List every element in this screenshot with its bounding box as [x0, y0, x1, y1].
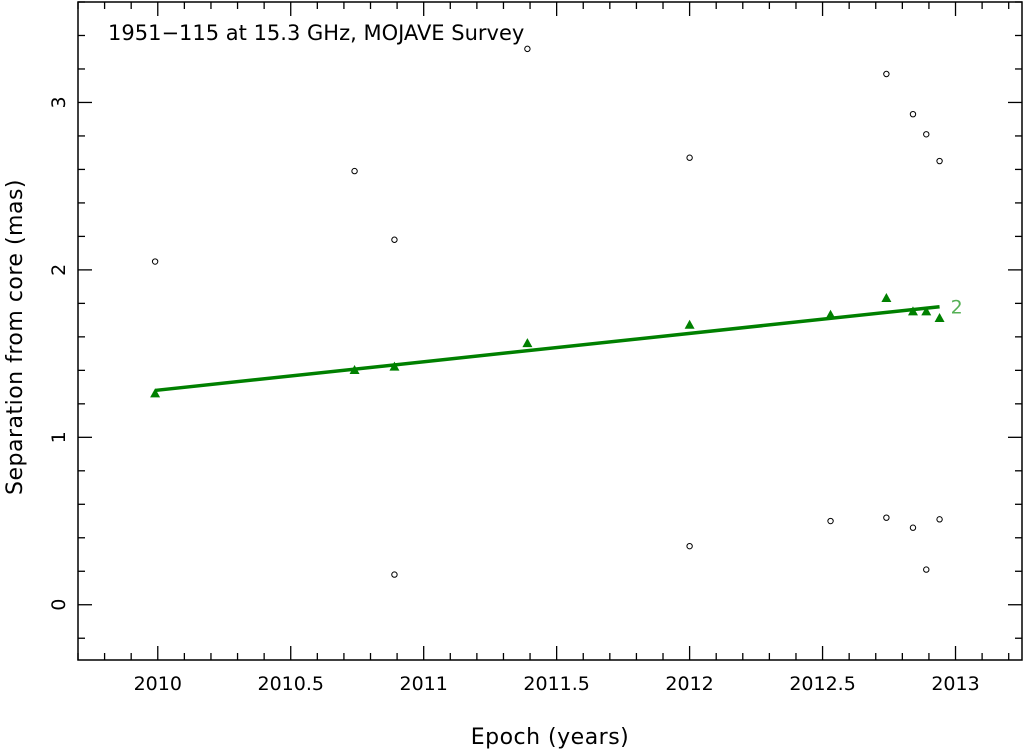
x-tick-label: 2010.5	[257, 673, 323, 695]
y-tick-label: 2	[48, 264, 70, 276]
data-point-circle	[923, 131, 930, 138]
y-axis-title: Separation from core (mas)	[3, 179, 28, 495]
axis-ticks	[77, 1, 1022, 660]
data-point-circle	[391, 571, 398, 578]
fit-line	[154, 304, 940, 393]
data-point-circle	[923, 566, 930, 573]
x-tick-label: 2013	[931, 673, 979, 695]
data-point-triangle	[684, 319, 695, 329]
x-tick-label: 2012	[665, 673, 713, 695]
data-point-circle	[936, 157, 943, 165]
data-point-triangle	[389, 361, 400, 371]
x-tick-label: 2010	[134, 673, 182, 695]
data-point-triangle	[349, 364, 360, 374]
fit-lines	[154, 304, 940, 393]
data-point-circle	[936, 516, 943, 523]
chart-title: 1951−115 at 15.3 GHz, MOJAVE Survey	[108, 21, 524, 45]
axis-tick-labels: 2010 2010.5 2011 2011.5 2012 2012.5 2013 0 1 2 3	[48, 96, 980, 695]
data-point-triangle	[934, 313, 945, 323]
data-point-circle	[827, 517, 834, 525]
x-tick-label: 2011.5	[523, 673, 589, 695]
data-point-triangle	[921, 306, 932, 316]
series-label: 2	[951, 297, 963, 319]
data-point-circle	[909, 524, 917, 531]
data-point-circle	[686, 154, 693, 161]
data-point-circle	[883, 514, 890, 521]
data-point-triangle	[522, 338, 533, 348]
data-point-circle	[909, 110, 917, 118]
x-tick-label: 2012.5	[789, 673, 855, 695]
data-point-circle	[883, 70, 890, 78]
data-point-triangle	[881, 292, 892, 302]
y-tick-label: 0	[48, 599, 70, 611]
data-point-triangle	[150, 388, 161, 398]
plot-frame	[77, 1, 1023, 661]
data-points	[150, 45, 945, 578]
data-point-circle	[351, 167, 358, 175]
data-point-circle	[391, 236, 398, 243]
data-point-triangle	[907, 306, 918, 316]
data-point-triangle	[825, 309, 836, 319]
data-point-circle	[686, 542, 693, 550]
y-tick-label: 3	[48, 96, 70, 108]
series-labels: 2	[951, 297, 963, 319]
y-tick-label: 1	[48, 431, 70, 443]
x-tick-label: 2011	[400, 673, 448, 695]
data-point-circle	[151, 258, 159, 265]
data-point-circle	[524, 45, 531, 53]
x-axis-title: Epoch (years)	[471, 725, 630, 750]
